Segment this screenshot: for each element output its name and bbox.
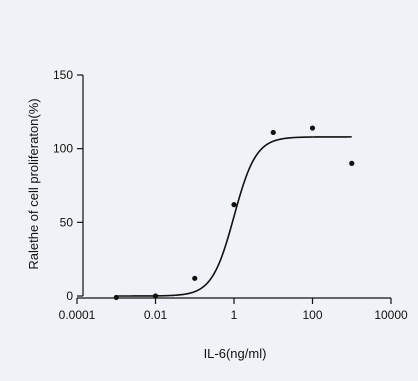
data-point xyxy=(192,275,198,281)
data-point xyxy=(152,293,159,299)
x-tick-label: 1 xyxy=(231,308,238,322)
data-point xyxy=(349,160,355,166)
data-point xyxy=(270,129,276,136)
y-axis-title: Ralethe of cell proliferaton(%) xyxy=(26,98,41,269)
y-tick-label: 50 xyxy=(60,215,74,229)
data-point xyxy=(231,202,237,208)
x-tick-label: 10000 xyxy=(374,308,408,322)
x-axis-title: IL-6(ng/ml) xyxy=(204,346,267,361)
x-tick-label: 0.01 xyxy=(144,308,168,322)
data-points xyxy=(113,125,355,301)
y-tick-label: 150 xyxy=(53,68,73,82)
data-point xyxy=(309,125,316,131)
y-tick-label: 100 xyxy=(53,142,73,156)
y-tick-label: 0 xyxy=(66,289,73,303)
fit-curve xyxy=(116,136,352,297)
data-point xyxy=(113,294,119,301)
x-tick-label: 0.0001 xyxy=(59,308,96,322)
x-tick-label: 100 xyxy=(302,308,322,322)
axes: 0 50 100 150 0.0001 0.01 1 100 10000 xyxy=(53,68,408,322)
